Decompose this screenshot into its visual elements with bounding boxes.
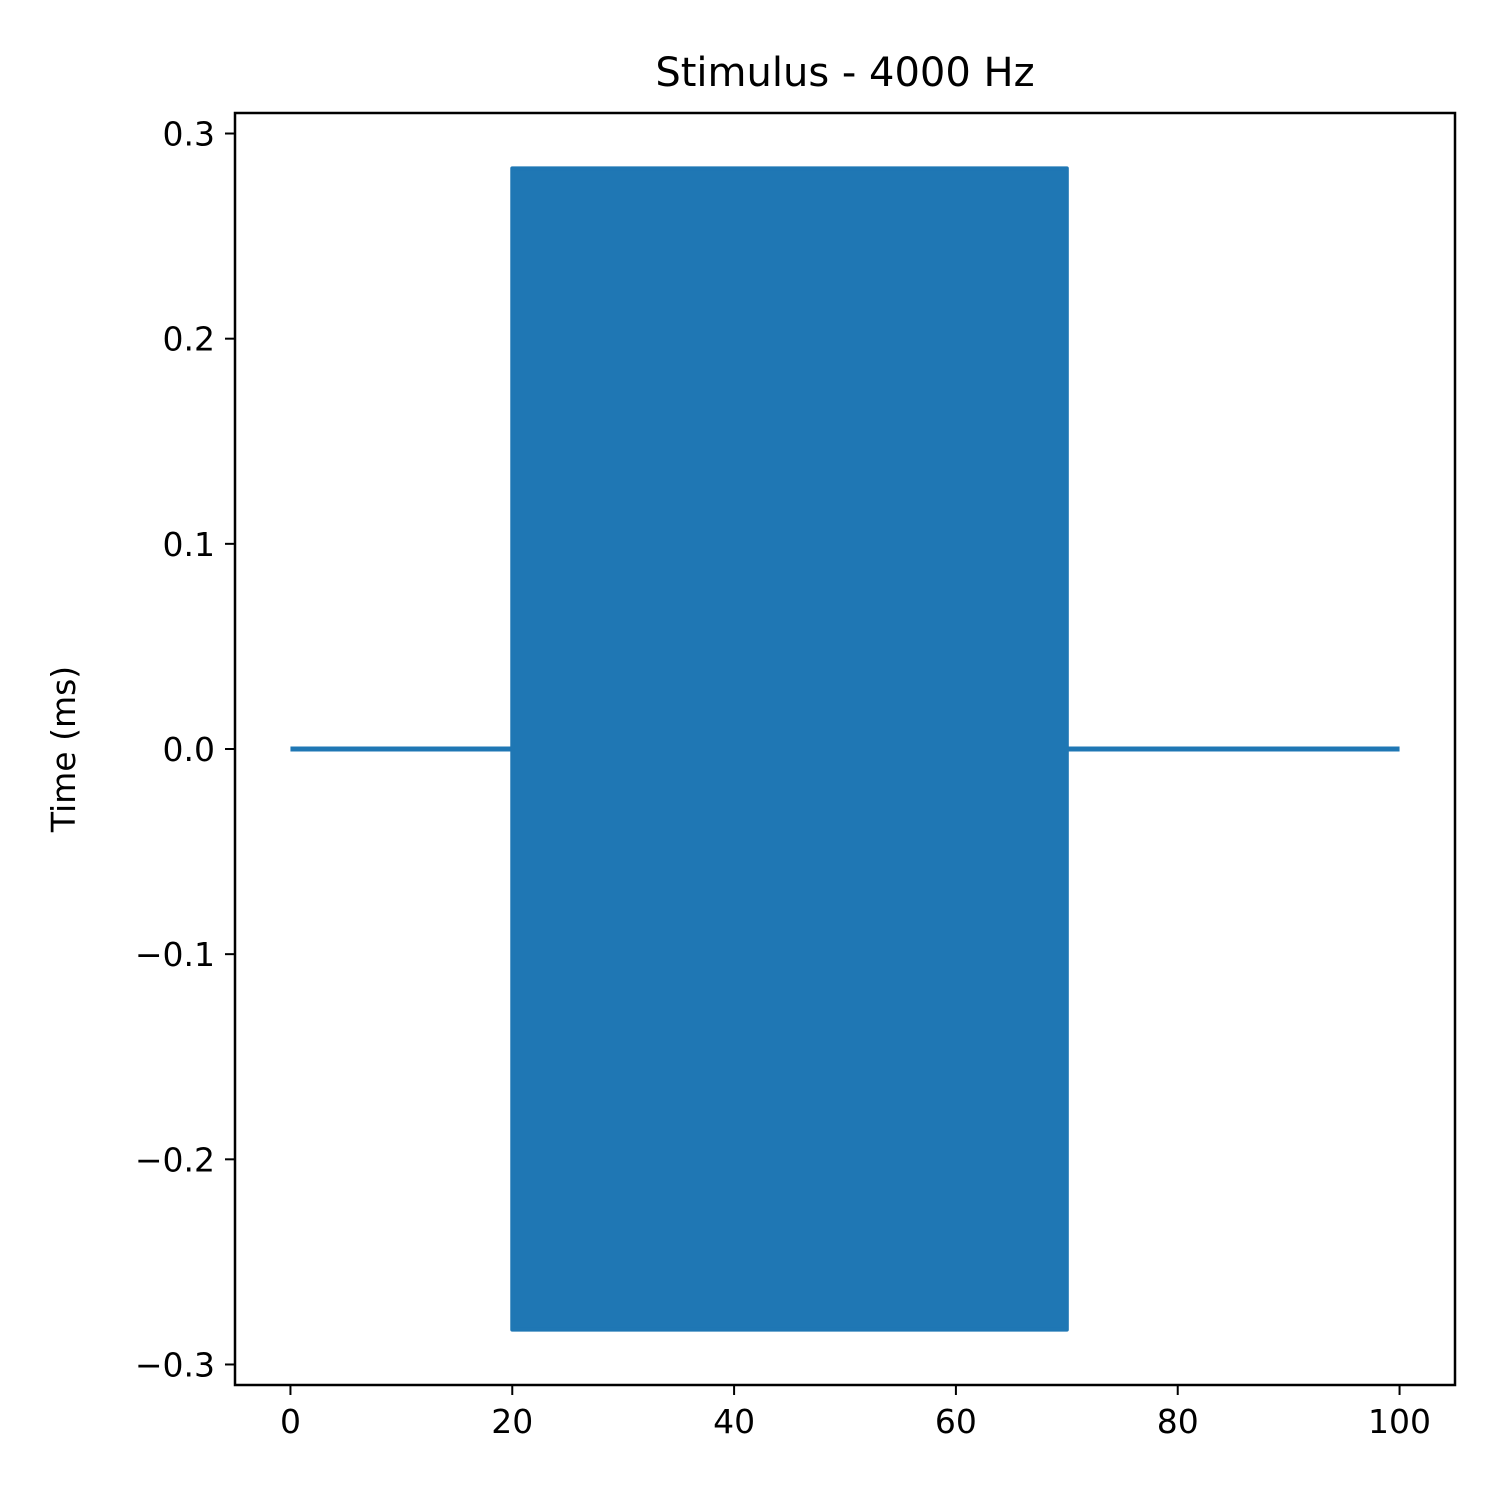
x-tick-label: 20 <box>491 1402 533 1441</box>
x-tick-label: 60 <box>935 1402 977 1441</box>
x-tick-label: 40 <box>713 1402 755 1441</box>
chart-title: Stimulus - 4000 Hz <box>655 50 1034 96</box>
y-tick-label: 0.0 <box>163 730 215 769</box>
x-tick-label: 0 <box>280 1402 301 1441</box>
y-tick-label: 0.1 <box>163 525 215 564</box>
tone-burst-envelope <box>510 166 1069 1332</box>
y-tick-label: 0.2 <box>163 320 215 359</box>
y-tick-label: −0.3 <box>135 1345 215 1384</box>
y-tick-label: −0.1 <box>135 935 215 974</box>
x-tick-label: 80 <box>1157 1402 1199 1441</box>
y-axis-label: Time (ms) <box>44 666 83 833</box>
y-tick-label: 0.3 <box>163 115 215 154</box>
plot-area <box>290 166 1400 1332</box>
y-tick-label: −0.2 <box>135 1140 215 1179</box>
x-tick-label: 100 <box>1368 1402 1431 1441</box>
axes: 0 20 40 60 80 100 0.3 0.2 0.1 0.0 −0.1 −0.2 −0.3 <box>135 111 1457 1441</box>
